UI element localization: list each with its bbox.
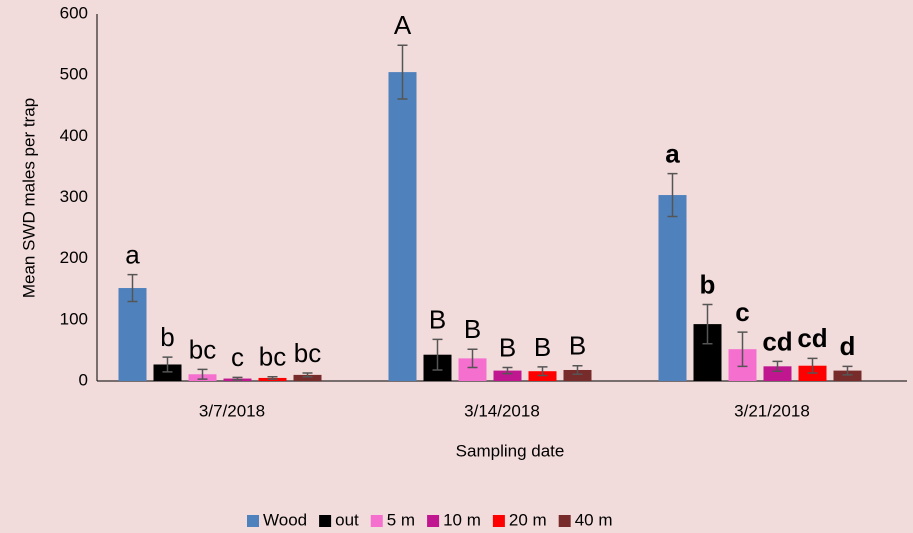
y-tick-label: 600 bbox=[60, 3, 88, 22]
bar bbox=[293, 374, 322, 381]
significance-letter: A bbox=[394, 10, 412, 40]
y-tick-label: 100 bbox=[60, 309, 88, 328]
error-bar bbox=[572, 364, 583, 376]
significance-letter: cd bbox=[762, 326, 792, 356]
significance-letter: c bbox=[735, 297, 749, 327]
y-tick-label: 0 bbox=[79, 370, 88, 389]
significance-letter: b bbox=[700, 269, 716, 299]
legend-swatch bbox=[370, 515, 383, 527]
bar bbox=[153, 364, 182, 381]
error-bar bbox=[127, 273, 138, 303]
significance-letter: cd bbox=[797, 323, 827, 353]
error-bar bbox=[467, 348, 478, 369]
significance-letter: B bbox=[499, 332, 516, 362]
x-tick-label: 3/21/2018 bbox=[734, 401, 810, 420]
legend-label: Wood bbox=[263, 510, 307, 529]
error-bar bbox=[772, 360, 783, 372]
error-bar bbox=[197, 368, 208, 380]
significance-letter: bc bbox=[294, 338, 321, 368]
error-bar bbox=[397, 44, 408, 100]
y-tick-label: 500 bbox=[60, 65, 88, 84]
legend-swatch bbox=[427, 515, 440, 527]
error-bar bbox=[232, 376, 243, 381]
error-bar bbox=[807, 357, 818, 374]
legend-label: 40 m bbox=[575, 510, 613, 529]
y-axis-title: Mean SWD males per trap bbox=[19, 98, 38, 298]
y-tick-label: 200 bbox=[60, 248, 88, 267]
legend-label: 10 m bbox=[443, 510, 481, 529]
legend-label: out bbox=[335, 510, 359, 529]
significance-letter: d bbox=[840, 331, 856, 361]
error-bar bbox=[502, 366, 513, 375]
x-axis-title: Sampling date bbox=[456, 441, 565, 460]
legend-label: 5 m bbox=[387, 510, 415, 529]
error-bar bbox=[537, 366, 548, 377]
error-bar bbox=[162, 356, 173, 373]
legend-swatch bbox=[492, 515, 505, 527]
significance-letter: B bbox=[429, 304, 446, 334]
legend-swatch bbox=[247, 515, 259, 527]
error-bar bbox=[667, 172, 678, 218]
significance-letter: b bbox=[160, 322, 174, 352]
error-bar bbox=[702, 303, 713, 345]
significance-letter: B bbox=[534, 332, 551, 362]
significance-letter: a bbox=[665, 139, 680, 169]
error-bar bbox=[267, 375, 278, 380]
y-tick-label: 300 bbox=[60, 187, 88, 206]
legend-swatch bbox=[558, 515, 571, 527]
x-tick-label: 3/7/2018 bbox=[199, 401, 265, 420]
bar bbox=[763, 366, 792, 381]
bar bbox=[388, 72, 417, 381]
significance-letter: B bbox=[464, 314, 481, 344]
bar bbox=[458, 358, 487, 381]
y-tick-label: 400 bbox=[60, 126, 88, 145]
significance-letter: a bbox=[125, 239, 140, 269]
bar bbox=[493, 370, 522, 381]
error-bar bbox=[842, 365, 853, 376]
significance-letter: bc bbox=[189, 334, 216, 364]
bar bbox=[563, 369, 592, 381]
significance-letter: B bbox=[569, 331, 586, 361]
error-bar bbox=[432, 338, 443, 371]
bar bbox=[118, 288, 147, 381]
legend-label: 20 m bbox=[509, 510, 547, 529]
x-tick-label: 3/14/2018 bbox=[464, 401, 540, 420]
error-bar bbox=[302, 372, 313, 378]
error-bar bbox=[737, 331, 748, 368]
significance-letter: c bbox=[231, 342, 244, 372]
significance-letter: bc bbox=[259, 342, 286, 372]
bar bbox=[658, 195, 687, 381]
bar bbox=[833, 370, 862, 381]
legend-swatch bbox=[319, 515, 332, 527]
